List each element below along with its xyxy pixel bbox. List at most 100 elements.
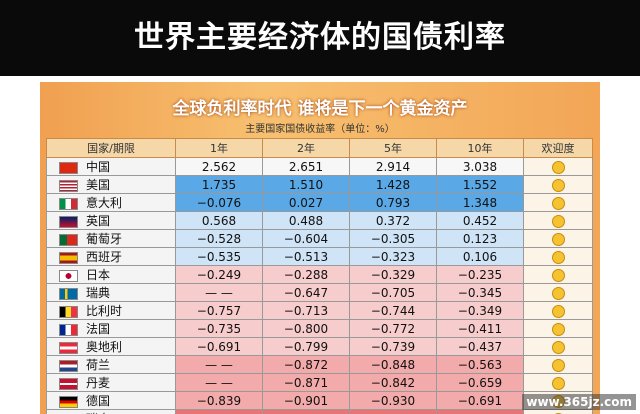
popularity-cell bbox=[523, 211, 593, 230]
value-cell: — — bbox=[175, 283, 263, 302]
value-cell: −0.871 bbox=[262, 373, 350, 392]
value-cell: −0.235 bbox=[436, 265, 524, 284]
country: 瑞士 bbox=[86, 412, 110, 414]
value-cell: −0.604 bbox=[262, 229, 350, 248]
country-cell: 日本 bbox=[46, 265, 176, 284]
face-icon bbox=[551, 322, 565, 336]
value-cell: 1.552 bbox=[436, 175, 524, 194]
country-cell: 意大利 bbox=[46, 193, 176, 212]
face-icon bbox=[551, 358, 565, 372]
row: 美国 1.735 1.510 1.428 1.552 bbox=[46, 175, 593, 194]
popularity-cell bbox=[523, 193, 593, 212]
popularity-cell bbox=[523, 409, 593, 414]
watermark: www.365jz.com bbox=[522, 394, 636, 410]
country-cell: 荷兰 bbox=[46, 355, 176, 374]
value-cell: −0.437 bbox=[436, 337, 524, 356]
popularity-cell bbox=[523, 247, 593, 266]
board: 全球负利率时代 谁将是下一个黄金资产 主要国家国债收益率（单位：%） 国家/期限… bbox=[40, 82, 600, 414]
country: 法国 bbox=[86, 322, 111, 336]
value-cell: 1.348 bbox=[436, 193, 524, 212]
row: 瑞士 −0.940−1.067−1.108−1.032 bbox=[46, 409, 593, 414]
popularity-cell bbox=[523, 229, 593, 248]
value-cell: −0.757 bbox=[175, 301, 263, 320]
value-cell: −0.848 bbox=[349, 355, 437, 374]
country: 比利时 bbox=[86, 304, 123, 318]
value-cell: 3.038 bbox=[436, 157, 524, 176]
value-cell: 0.568 bbox=[175, 211, 263, 230]
row: 奥地利 −0.691 −0.799 −0.739 −0.437 bbox=[46, 337, 593, 356]
popularity-cell bbox=[523, 337, 593, 356]
value-cell: −0.744 bbox=[349, 301, 437, 320]
value-cell: −0.772 bbox=[349, 319, 437, 338]
value-cell: — — bbox=[175, 373, 263, 392]
country-cell: 葡萄牙 bbox=[46, 229, 176, 248]
country-cell: 瑞士 bbox=[46, 409, 176, 414]
row: 西班牙 −0.535 −0.513 −0.323 0.106 bbox=[46, 247, 593, 266]
value-cell: −0.930 bbox=[349, 391, 437, 410]
country-cell: 法国 bbox=[46, 319, 176, 338]
value-cell: −0.735 bbox=[175, 319, 263, 338]
value-cell: −0.705 bbox=[349, 283, 437, 302]
header-cell: 5年 bbox=[349, 138, 437, 158]
country: 英国 bbox=[86, 214, 111, 228]
value-cell: −0.940 bbox=[175, 409, 263, 414]
flag bbox=[59, 359, 78, 372]
value-cell: −0.872 bbox=[262, 355, 350, 374]
row: 英国 0.568 0.488 0.372 0.452 bbox=[46, 211, 593, 230]
value-cell: −1.108 bbox=[349, 409, 437, 414]
value-cell: −1.032 bbox=[436, 409, 524, 414]
value-cell: −0.842 bbox=[349, 373, 437, 392]
face-icon bbox=[551, 304, 565, 318]
row: 德国 −0.839 −0.901 −0.930 −0.691 bbox=[46, 391, 593, 410]
country: 美国 bbox=[86, 178, 111, 192]
country-cell: 奥地利 bbox=[46, 337, 176, 356]
face-icon bbox=[551, 376, 565, 390]
value-cell: 0.452 bbox=[436, 211, 524, 230]
value-cell: −0.647 bbox=[262, 283, 350, 302]
face-icon bbox=[551, 232, 565, 246]
header-cell: 欢迎度 bbox=[523, 138, 593, 158]
popularity-cell bbox=[523, 175, 593, 194]
value-cell: −0.800 bbox=[262, 319, 350, 338]
face-icon bbox=[551, 214, 565, 228]
face-icon bbox=[551, 340, 565, 354]
value-cell: 0.793 bbox=[349, 193, 437, 212]
flag bbox=[59, 215, 78, 228]
flag bbox=[59, 233, 78, 246]
face-icon bbox=[551, 250, 565, 264]
flag bbox=[59, 287, 78, 300]
value-cell: −0.659 bbox=[436, 373, 524, 392]
country-cell: 西班牙 bbox=[46, 247, 176, 266]
value-cell: −0.323 bbox=[349, 247, 437, 266]
popularity-cell bbox=[523, 265, 593, 284]
flag bbox=[59, 161, 78, 174]
value-cell: 0.488 bbox=[262, 211, 350, 230]
value-cell: 1.735 bbox=[175, 175, 263, 194]
country-cell: 德国 bbox=[46, 391, 176, 410]
row: 荷兰 — — −0.872 −0.848 −0.563 bbox=[46, 355, 593, 374]
popularity-cell bbox=[523, 319, 593, 338]
country-cell: 英国 bbox=[46, 211, 176, 230]
country: 丹麦 bbox=[86, 376, 111, 390]
flag bbox=[59, 269, 78, 282]
country-cell: 丹麦 bbox=[46, 373, 176, 392]
flag bbox=[59, 395, 78, 408]
popularity-cell bbox=[523, 301, 593, 320]
value-cell: 1.428 bbox=[349, 175, 437, 194]
value-cell: −0.249 bbox=[175, 265, 263, 284]
value-cell: −0.901 bbox=[262, 391, 350, 410]
header-cell: 国家/期限 bbox=[46, 138, 176, 158]
popularity-cell bbox=[523, 373, 593, 392]
row: 日本 −0.249 −0.288 −0.329 −0.235 bbox=[46, 265, 593, 284]
value-cell: −0.563 bbox=[436, 355, 524, 374]
value-cell: −0.349 bbox=[436, 301, 524, 320]
flag bbox=[59, 377, 78, 390]
caption: 主要国家国债收益率（单位：%） bbox=[245, 124, 395, 135]
value-cell: 0.372 bbox=[349, 211, 437, 230]
country-cell: 比利时 bbox=[46, 301, 176, 320]
table: 国家/期限 1年 2年 5年 10年 欢迎度 中国 2.562 2.651 2.914 3.038 美… bbox=[46, 138, 593, 414]
popularity-cell bbox=[523, 283, 593, 302]
header-cell: 10年 bbox=[436, 138, 524, 158]
value-cell: −0.076 bbox=[175, 193, 263, 212]
value-cell: 2.914 bbox=[349, 157, 437, 176]
